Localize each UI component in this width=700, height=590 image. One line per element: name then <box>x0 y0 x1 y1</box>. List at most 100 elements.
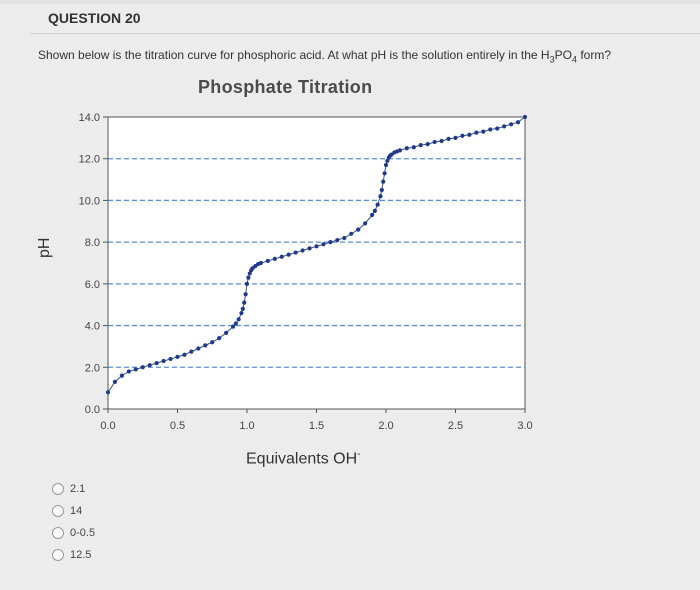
data-point <box>375 202 380 207</box>
data-point <box>363 221 368 226</box>
question-text: Shown below is the titration curve for p… <box>38 48 698 64</box>
data-point <box>265 258 270 264</box>
data-point <box>147 363 152 368</box>
data-point <box>105 390 111 395</box>
data-point <box>203 343 208 348</box>
data-point <box>258 260 263 266</box>
data-point <box>126 369 131 374</box>
x-tick-label-1: 0.5 <box>170 420 185 432</box>
data-point <box>474 130 479 135</box>
y-tick-label-0: 0.0 <box>85 404 100 416</box>
data-point <box>210 340 215 345</box>
data-point <box>314 244 319 249</box>
data-point <box>240 306 245 311</box>
data-point <box>381 179 386 184</box>
option-label: 14 <box>70 505 83 517</box>
data-point <box>168 356 173 362</box>
data-point <box>418 143 423 148</box>
data-point <box>495 126 500 131</box>
chart-title: Phosphate Titration <box>198 77 373 97</box>
y-axis-label: pH <box>36 237 53 258</box>
subscript-4: 4 <box>571 54 577 65</box>
data-point <box>522 114 528 120</box>
data-point <box>385 158 390 163</box>
answer-option-2[interactable]: 14 <box>52 500 95 522</box>
answer-option-1[interactable]: 2.1 <box>52 478 95 500</box>
answer-option-4[interactable]: 12.5 <box>52 544 95 566</box>
data-point <box>236 317 241 322</box>
question-text-part: Shown below is the titration curve for p… <box>38 48 550 62</box>
data-point <box>196 346 201 351</box>
data-point <box>175 354 180 359</box>
plot-area <box>107 116 526 410</box>
y-tick-label-2: 4.0 <box>85 321 100 333</box>
data-point <box>154 361 159 366</box>
data-point <box>509 122 514 127</box>
y-tick-label-1: 2.0 <box>85 362 100 374</box>
radio-button[interactable] <box>52 527 64 539</box>
data-point <box>372 208 377 213</box>
data-point <box>307 246 312 251</box>
data-point <box>119 373 124 378</box>
x-tick-label-5: 2.5 <box>448 420 463 432</box>
data-point <box>383 162 389 168</box>
answer-option-3[interactable]: 0-0.5 <box>52 522 95 544</box>
data-point <box>112 379 118 384</box>
x-tick-label-3: 1.5 <box>309 420 324 432</box>
question-text-end: form? <box>576 48 611 62</box>
data-point <box>481 129 486 134</box>
titration-chart: 0.0 2.0 4.0 6.0 8.0 10.0 12.0 14.0 0.0 0.5 1.0 1.5 2… <box>79 112 533 432</box>
data-point <box>432 139 437 145</box>
data-point <box>349 231 354 236</box>
y-tick-label-3: 6.0 <box>85 279 100 291</box>
data-point <box>233 321 238 326</box>
data-point <box>242 300 247 305</box>
subscript-3: 3 <box>549 54 555 65</box>
data-point <box>328 240 333 245</box>
data-point <box>189 349 194 354</box>
data-point <box>515 120 521 125</box>
divider <box>30 33 700 34</box>
option-label: 0-0.5 <box>70 527 96 539</box>
data-point <box>279 254 284 259</box>
data-point <box>382 171 387 176</box>
data-point <box>425 142 430 147</box>
data-point <box>133 367 138 372</box>
radio-button[interactable] <box>52 549 64 561</box>
data-point <box>300 248 305 253</box>
data-point <box>293 250 298 255</box>
data-point <box>140 365 145 370</box>
data-point <box>446 136 451 141</box>
data-point <box>378 194 383 199</box>
option-label: 12.5 <box>70 549 92 561</box>
x-tick-label-4: 2.0 <box>378 420 393 432</box>
option-label: 2.1 <box>70 483 86 495</box>
data-point <box>321 242 326 247</box>
data-point <box>502 124 507 129</box>
x-axis-label-text: Equivalents OH <box>246 450 358 468</box>
data-point <box>439 138 444 144</box>
y-tick-label-6: 12.0 <box>79 154 100 166</box>
data-point <box>397 148 402 153</box>
radio-button[interactable] <box>52 483 64 495</box>
data-point <box>231 324 236 329</box>
data-point <box>244 281 250 286</box>
question-title: QUESTION 20 <box>48 10 141 26</box>
x-tick-label-0: 0.0 <box>100 420 115 432</box>
y-tick-label-5: 10.0 <box>79 195 100 207</box>
x-axis-label: Equivalents OH- <box>246 449 361 468</box>
data-point <box>356 227 361 232</box>
question-text-po: PO <box>554 48 572 62</box>
answer-options: 2.1 14 0-0.5 12.5 <box>52 478 95 566</box>
data-point <box>243 292 248 297</box>
data-point <box>379 187 384 193</box>
data-point <box>460 133 465 138</box>
data-point <box>488 127 493 132</box>
data-point <box>335 237 340 243</box>
radio-button[interactable] <box>52 505 64 517</box>
y-tick-label-4: 8.0 <box>85 237 100 249</box>
data-point <box>342 235 347 241</box>
data-point <box>370 212 375 218</box>
data-point <box>161 358 166 364</box>
data-point <box>453 135 458 140</box>
